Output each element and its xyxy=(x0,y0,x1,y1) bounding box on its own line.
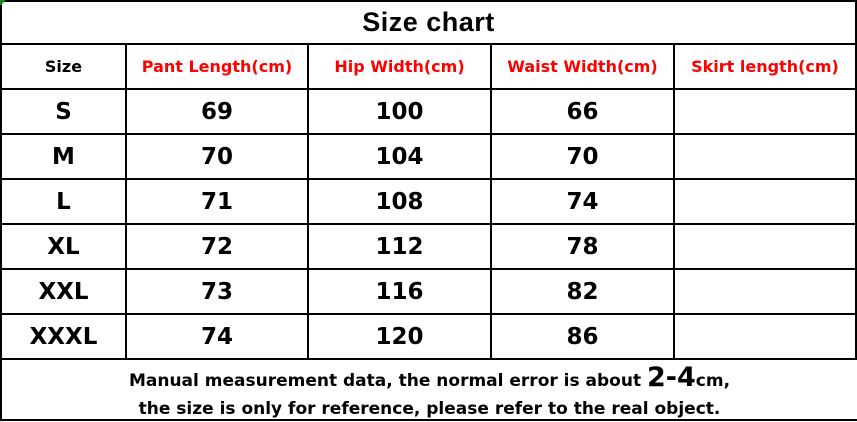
measurement-value-cell xyxy=(675,270,857,315)
measurement-value-cell xyxy=(675,135,857,180)
size-label-cell: XXL xyxy=(2,270,127,315)
footer-text-suffix: cm, xyxy=(695,370,731,391)
measurement-value-cell xyxy=(675,180,857,225)
column-header-skirt-length: Skirt length(cm) xyxy=(675,45,857,90)
column-header-hip-width: Hip Width(cm) xyxy=(309,45,492,90)
column-header-waist-width: Waist Width(cm) xyxy=(492,45,675,90)
measurement-value-cell: 71 xyxy=(127,180,309,225)
measurement-value-cell: 104 xyxy=(309,135,492,180)
column-header-size: Size xyxy=(2,45,127,90)
measurement-value-cell: 100 xyxy=(309,90,492,135)
column-header-pant-length: Pant Length(cm) xyxy=(127,45,309,90)
measurement-value-cell: 116 xyxy=(309,270,492,315)
measurement-value-cell: 74 xyxy=(492,180,675,225)
green-corner-marker xyxy=(0,0,6,6)
measurement-value-cell: 78 xyxy=(492,225,675,270)
footer-error-range: 2-4 xyxy=(647,361,696,393)
measurement-value-cell xyxy=(675,225,857,270)
size-label-cell: M xyxy=(2,135,127,180)
size-label-cell: XXXL xyxy=(2,315,127,360)
footer-note: Manual measurement data, the normal erro… xyxy=(2,360,857,421)
measurement-value-cell: 82 xyxy=(492,270,675,315)
measurement-value-cell xyxy=(675,315,857,360)
footer-note-line-2: the size is only for reference, please r… xyxy=(138,398,721,419)
size-label-cell: L xyxy=(2,180,127,225)
measurement-value-cell: 66 xyxy=(492,90,675,135)
measurement-value-cell: 72 xyxy=(127,225,309,270)
measurement-value-cell: 73 xyxy=(127,270,309,315)
size-label-cell: XL xyxy=(2,225,127,270)
measurement-value-cell: 70 xyxy=(127,135,309,180)
measurement-value-cell: 70 xyxy=(492,135,675,180)
measurement-value-cell: 112 xyxy=(309,225,492,270)
measurement-value-cell: 86 xyxy=(492,315,675,360)
size-label-cell: S xyxy=(2,90,127,135)
measurement-value-cell: 108 xyxy=(309,180,492,225)
chart-title: Size chart xyxy=(2,2,857,45)
measurement-value-cell: 69 xyxy=(127,90,309,135)
footer-note-line-1: Manual measurement data, the normal erro… xyxy=(129,358,730,397)
measurement-value-cell: 74 xyxy=(127,315,309,360)
footer-text-prefix: Manual measurement data, the normal erro… xyxy=(128,370,648,391)
measurement-value-cell xyxy=(675,90,857,135)
measurement-value-cell: 120 xyxy=(309,315,492,360)
